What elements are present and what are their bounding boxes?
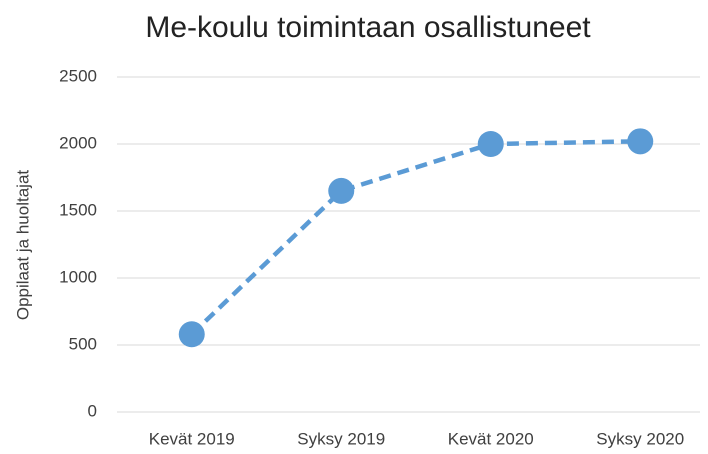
data-point xyxy=(627,128,654,155)
y-tick-label: 1500 xyxy=(59,200,97,219)
y-axis-label: Oppilaat ja huoltajat xyxy=(13,170,32,321)
data-point xyxy=(328,177,355,204)
y-tick-label: 0 xyxy=(88,401,97,420)
x-tick-label: Syksy 2020 xyxy=(596,429,684,448)
x-tick-label: Kevät 2020 xyxy=(448,429,534,448)
y-tick-label: 2500 xyxy=(59,66,97,85)
series-line xyxy=(190,139,641,336)
data-point xyxy=(477,131,504,157)
x-tick-label: Kevät 2019 xyxy=(149,429,235,448)
y-tick-label: 2000 xyxy=(59,133,97,152)
data-point xyxy=(178,321,205,348)
y-tick-label: 1000 xyxy=(59,267,97,286)
x-tick-label: Syksy 2019 xyxy=(297,429,385,448)
chart-title: Me-koulu toimintaan osallistuneet xyxy=(145,11,591,44)
y-tick-label: 500 xyxy=(69,334,97,353)
